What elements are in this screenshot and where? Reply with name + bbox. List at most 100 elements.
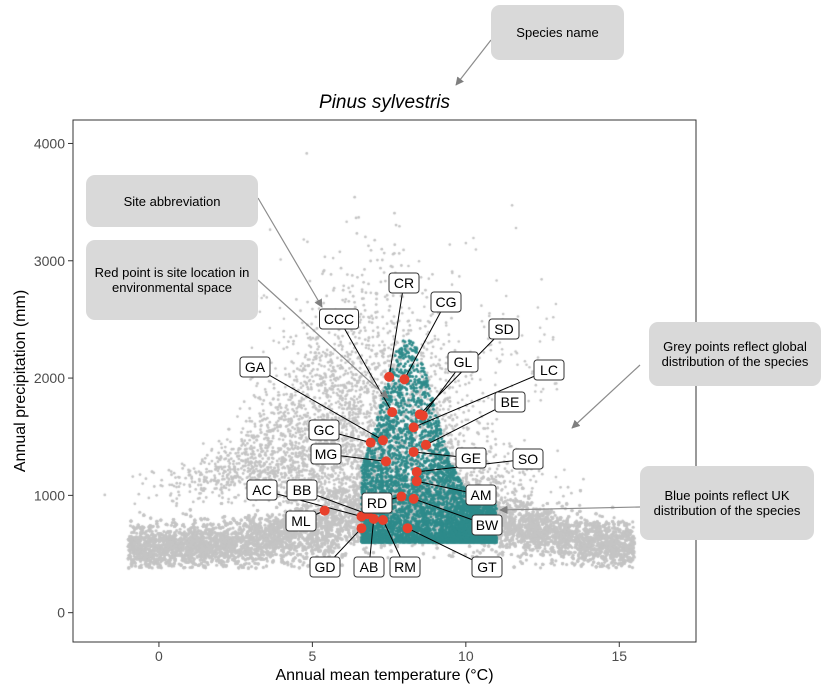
site-leader-line (404, 301, 447, 380)
callout-red-point: Red point is site location in environmen… (86, 240, 258, 320)
site-label: ML (291, 513, 311, 529)
site-point (417, 410, 428, 421)
site-point (365, 437, 376, 448)
x-axis-label: Annual mean temperature (°C) (275, 667, 493, 684)
site-point (408, 446, 419, 457)
x-tick-label: 10 (458, 648, 474, 664)
arrow-red-point (257, 279, 389, 399)
site-label-box (488, 318, 520, 340)
callout-grey-points: Grey points reflect global distribution … (649, 322, 821, 386)
callout-species-name: Species name (491, 5, 624, 60)
site-label: MG (315, 446, 338, 462)
site-label: GD (315, 559, 336, 575)
x-tick-label: 0 (155, 648, 163, 664)
site-label-box (285, 510, 317, 532)
site-point (408, 422, 419, 433)
site-point (377, 515, 388, 526)
site-label-box (310, 443, 342, 465)
site-label-box (471, 556, 503, 578)
site-label: GL (454, 354, 473, 370)
y-tick-label: 3000 (34, 253, 65, 269)
site-label-box (239, 356, 271, 378)
site-point (399, 374, 410, 385)
site-leader-line (261, 489, 362, 517)
chart-title: Pinus sylvestris (319, 92, 450, 113)
site-label-box (430, 291, 462, 313)
site-leader-line (254, 366, 384, 441)
site-label: AC (252, 482, 271, 498)
arrow-species-name (455, 39, 492, 86)
site-label: GE (461, 450, 481, 466)
site-label: GA (245, 359, 266, 375)
site-point (319, 505, 330, 516)
arrow-site-abbreviation (257, 197, 323, 308)
site-label-box (455, 447, 487, 469)
site-label: GT (477, 559, 497, 575)
callout-grey-points-text: Grey points reflect global distribution … (661, 339, 809, 369)
site-leader-line (388, 282, 405, 377)
site-label: RD (367, 495, 387, 511)
site-point (396, 491, 407, 502)
site-label: CR (394, 275, 414, 291)
site-label-box (361, 492, 393, 514)
site-label-box (447, 351, 479, 373)
arrow-blue-points (499, 505, 641, 515)
y-tick-label: 2000 (34, 370, 65, 386)
site-point (402, 523, 413, 534)
y-tick-label: 0 (57, 605, 65, 621)
site-label-box (533, 359, 565, 381)
site-leader-line (413, 369, 550, 428)
callout-blue-points-text: Blue points reflect UK distribution of t… (653, 488, 801, 518)
site-point (411, 476, 422, 487)
site-point (420, 439, 431, 450)
x-tick-label: 5 (308, 648, 316, 664)
site-label-box (319, 308, 359, 330)
site-label: SD (494, 321, 513, 337)
site-labels: CR CG CCC SD GL LC GA GC BE MG GE SO AM RD BW ML BB AC AB R… (239, 272, 565, 578)
site-label-box (465, 484, 497, 506)
site-label: AB (360, 559, 379, 575)
site-point (356, 511, 367, 522)
site-label: GC (314, 422, 335, 438)
site-label: RM (394, 559, 416, 575)
callout-species-name-text: Species name (516, 25, 599, 40)
site-label-box (494, 391, 526, 413)
arrow-grey-points (571, 364, 641, 429)
site-label: LC (540, 362, 558, 378)
site-label-box (389, 556, 421, 578)
site-points (319, 371, 431, 534)
y-tick-label: 4000 (34, 135, 65, 151)
site-point (356, 523, 367, 534)
site-label: CCC (324, 311, 354, 327)
site-point (377, 435, 388, 446)
site-label: BE (501, 394, 520, 410)
site-label: AM (471, 487, 492, 503)
site-label: BB (293, 482, 312, 498)
site-label-box (286, 479, 318, 501)
site-point (384, 371, 395, 382)
site-point (368, 513, 379, 524)
site-leader-line (338, 318, 393, 413)
site-label-box (246, 479, 278, 501)
site-label: BW (476, 517, 499, 533)
callout-blue-points: Blue points reflect UK distribution of t… (640, 466, 814, 540)
site-label: SO (518, 451, 538, 467)
site-label-box (471, 514, 503, 536)
x-tick-label: 15 (611, 648, 627, 664)
y-axis-label: Annual precipitation (mm) (12, 290, 29, 472)
site-label-box (512, 448, 544, 470)
site-label-box (388, 272, 420, 294)
site-label-box (353, 556, 385, 578)
callout-site-abbreviation: Site abbreviation (86, 175, 258, 227)
site-label: CG (436, 294, 457, 310)
site-point (381, 456, 392, 467)
site-point (387, 407, 398, 418)
y-tick-label: 1000 (34, 487, 65, 503)
site-label-box (309, 556, 341, 578)
site-label-box (308, 419, 340, 441)
site-point (411, 466, 422, 477)
site-point (408, 493, 419, 504)
callout-site-abbreviation-text: Site abbreviation (123, 193, 221, 209)
callout-red-point-text: Red point is site location in environmen… (94, 265, 250, 295)
